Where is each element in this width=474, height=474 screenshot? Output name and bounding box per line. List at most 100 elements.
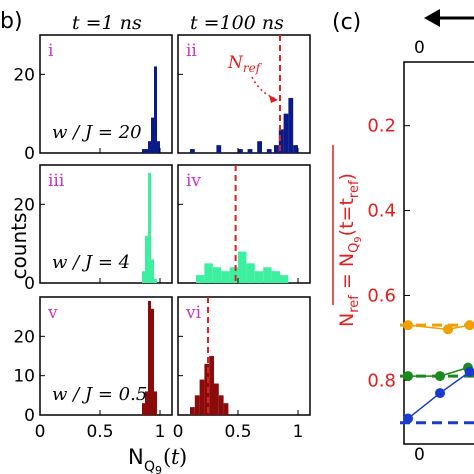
x-axis-label-t: t	[171, 445, 180, 469]
bar	[257, 141, 262, 153]
bar	[293, 145, 298, 153]
bar	[288, 97, 294, 153]
bar	[254, 271, 264, 283]
panel-ii-roman: ii	[186, 41, 197, 61]
x-axis-label-subsub: 9	[155, 464, 162, 474]
bar	[194, 395, 200, 415]
bar	[204, 263, 213, 283]
ref-arrowhead-icon	[269, 95, 278, 103]
panel-c-point	[403, 413, 413, 424]
bar	[283, 113, 289, 153]
panel-c-series-0	[400, 320, 474, 335]
panel-iii-roman: iii	[48, 171, 65, 191]
panel-i-frame	[39, 34, 173, 154]
x-tick-label: 0.5	[86, 422, 113, 442]
panel-c-y-axis-label: Nref = NQ9(t=tref)	[332, 145, 364, 327]
x-tick-label: 0	[35, 422, 46, 442]
panel-c-point	[435, 371, 445, 382]
bar	[199, 379, 205, 415]
panel-iii-condition: w / J = 4	[52, 252, 130, 273]
y-tick-label: 10	[13, 367, 35, 387]
panel-vi-frame	[177, 296, 311, 416]
y-tick-label: 20	[13, 65, 35, 85]
panel-ii-frame	[177, 34, 311, 154]
bar	[218, 395, 224, 415]
panel-c-series-1	[400, 362, 474, 382]
bar	[151, 117, 154, 153]
bar	[266, 149, 272, 153]
x-axis-label-sub: Q	[144, 459, 155, 474]
bar	[221, 271, 230, 283]
panel-c-y-tick-label: 0.6	[367, 285, 396, 306]
panel-c-y-tick-label: 0.8	[367, 370, 396, 391]
bar	[274, 145, 279, 153]
bar	[154, 279, 157, 283]
bar	[229, 267, 238, 283]
bar	[278, 129, 284, 153]
bar	[148, 172, 151, 283]
panel-v-roman: v	[47, 303, 58, 323]
panel-v-frame	[39, 296, 173, 416]
panel-i: 0 20 i w / J = 20	[13, 34, 173, 164]
bar	[216, 145, 222, 153]
panel-iv: iv	[177, 164, 311, 284]
x-axis-label-close: )	[179, 445, 187, 469]
panel-c-point	[464, 320, 474, 331]
panel-c-arrow-icon	[424, 9, 474, 27]
panel-c-y-tick-label: 0.2	[367, 116, 396, 137]
bar	[196, 275, 205, 283]
col-title-1ns: t =1 ns	[72, 12, 142, 34]
bar	[280, 275, 289, 283]
panel-i-roman: i	[48, 41, 54, 61]
x-axis-label-main: N	[128, 445, 144, 469]
histogram-panels: 0 20 i w / J = 20 ii Nref 0 20 iii w / J = 4 iv 0 10…	[13, 34, 311, 426]
panel-v-condition: w / J = 0.5	[52, 384, 147, 405]
panel-i-condition: w / J = 20	[52, 122, 142, 143]
panel-iii-frame	[39, 164, 173, 284]
col-title-1ns-text: t =1 ns	[72, 12, 142, 34]
y-tick-label: 0	[24, 406, 35, 426]
panel-c-point	[443, 324, 453, 335]
bar	[190, 149, 195, 153]
panel-c-point	[403, 371, 413, 382]
y-tick-label: 20	[13, 327, 35, 347]
bar	[142, 403, 145, 415]
bar	[142, 271, 145, 283]
panel-ii: ii Nref	[177, 34, 311, 154]
bar	[214, 383, 219, 415]
x-tick-label: 1	[293, 422, 304, 442]
col-title-100ns-text: t =100 ns	[190, 12, 284, 34]
panel-b-label: b)	[0, 9, 23, 34]
panel-c-label: (c)	[332, 10, 361, 35]
bar	[223, 403, 229, 415]
panel-c-y-axis-label-text: Nref = NQ9(t=tref)	[336, 173, 364, 327]
panel-c-point	[464, 366, 474, 377]
bar	[246, 263, 255, 283]
ref-arrow-icon	[251, 76, 277, 100]
panel-c-y-ticks: 0.8 0.6 0.4 0.2	[367, 116, 410, 391]
y-tick-label: 0	[24, 274, 35, 294]
x-tick-label: 1	[155, 422, 166, 442]
bar	[263, 267, 272, 283]
bar	[154, 66, 157, 153]
x-axis-label-arg: (	[163, 445, 171, 469]
bar	[148, 300, 151, 415]
bar	[271, 271, 280, 283]
bar	[209, 356, 214, 415]
bar	[142, 149, 145, 153]
panel-c-bottom-tick: 0	[414, 445, 425, 465]
bar	[148, 141, 151, 153]
bar	[204, 363, 210, 415]
panel-iv-roman: iv	[186, 171, 201, 191]
bar	[212, 267, 222, 283]
y-tick-label: 0	[24, 144, 35, 164]
panel-c-data	[400, 320, 474, 425]
panel-c-y-tick-label: 0.4	[367, 201, 396, 222]
bar	[247, 149, 253, 153]
panel-c-point	[435, 388, 445, 399]
bar	[157, 141, 160, 153]
bar	[154, 391, 157, 415]
bar	[145, 235, 148, 283]
bar	[145, 149, 148, 153]
